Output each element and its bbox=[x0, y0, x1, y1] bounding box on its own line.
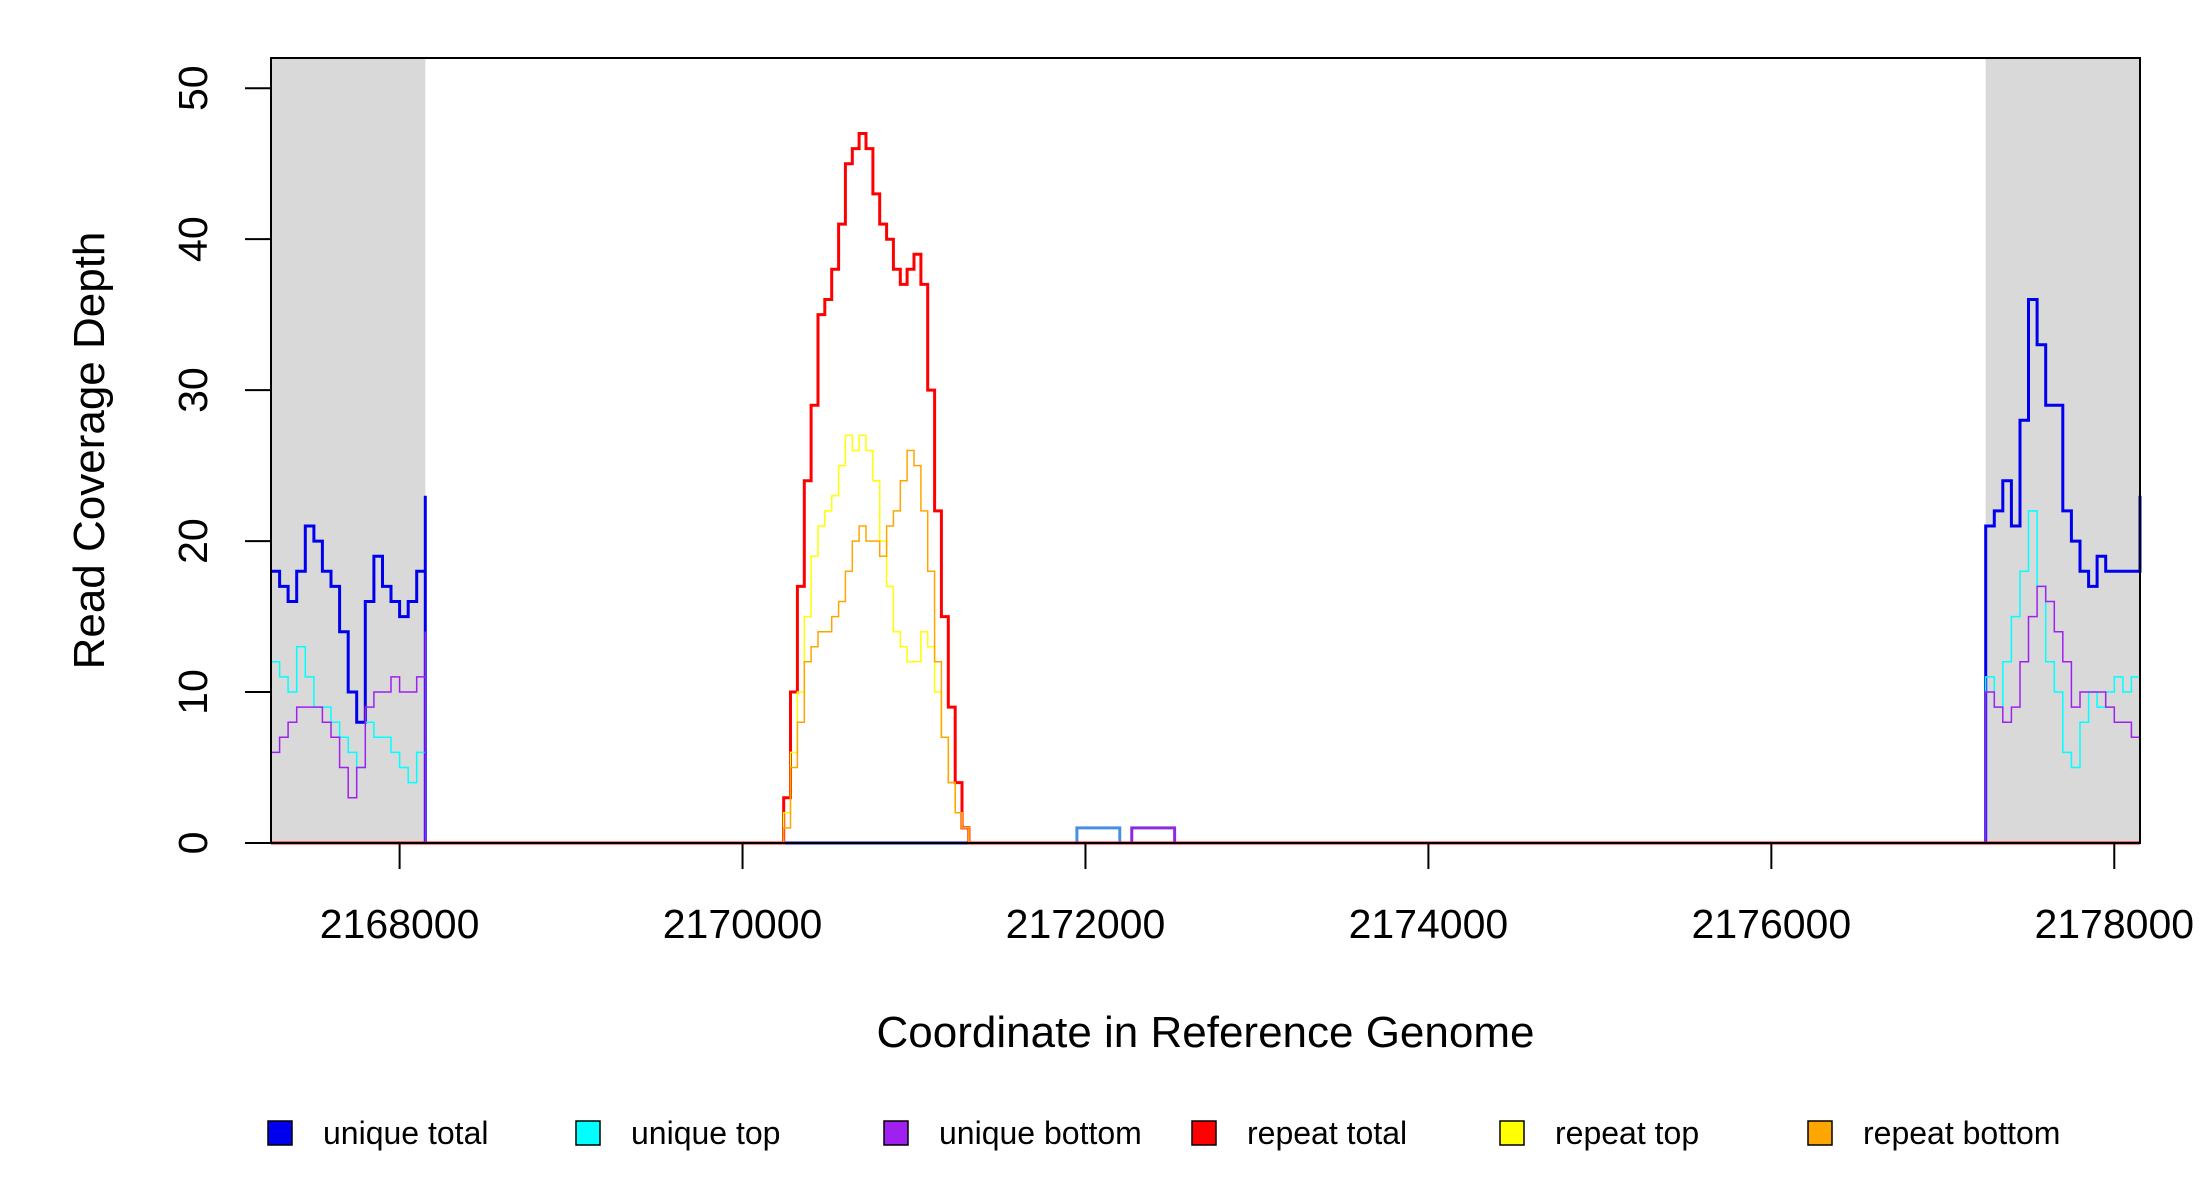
legend-swatch bbox=[1807, 1120, 1833, 1146]
interval-box-1 bbox=[1075, 826, 1122, 845]
y-axis: 0 10 20 30 40 50 bbox=[170, 65, 272, 855]
small-interval-boxes bbox=[1075, 826, 1177, 845]
legend-swatch bbox=[883, 1120, 909, 1146]
shaded-region-1 bbox=[271, 58, 426, 843]
series-line-repeat-bottom bbox=[271, 449, 2140, 844]
y-tick-label: 50 bbox=[170, 65, 216, 111]
legend-label: repeat bottom bbox=[1863, 1115, 2060, 1151]
series-line-repeat-top bbox=[271, 434, 2140, 844]
y-tick-label: 0 bbox=[170, 832, 216, 855]
series-line-unique-bottom bbox=[271, 585, 2141, 844]
series-line-unique-total bbox=[271, 298, 2142, 845]
legend-label: unique bottom bbox=[939, 1115, 1142, 1151]
x-axis: 2168000 2170000 2172000 2174000 2176000 21780… bbox=[320, 842, 2194, 947]
interval-box-2 bbox=[1130, 826, 1177, 845]
legend-label: unique top bbox=[631, 1115, 780, 1151]
legend-label: repeat total bbox=[1247, 1115, 1407, 1151]
x-tick-label: 2168000 bbox=[320, 901, 480, 947]
x-axis-title: Coordinate in Reference Genome bbox=[877, 1008, 1535, 1057]
legend-swatch bbox=[267, 1120, 293, 1146]
y-tick-label: 30 bbox=[170, 367, 216, 413]
x-tick-label: 2170000 bbox=[663, 901, 823, 947]
legend-label: unique total bbox=[323, 1115, 488, 1151]
legend-swatch bbox=[575, 1120, 601, 1146]
legend-label: repeat top bbox=[1555, 1115, 1699, 1151]
x-tick-label: 2172000 bbox=[1006, 901, 1166, 947]
plot-frame bbox=[270, 57, 2141, 844]
y-tick-label: 20 bbox=[170, 518, 216, 564]
shaded-regions bbox=[271, 58, 2140, 843]
x-tick-label: 2174000 bbox=[1349, 901, 1509, 947]
y-tick-label: 40 bbox=[170, 216, 216, 262]
series-line-repeat-total bbox=[271, 132, 2140, 845]
legend-swatch bbox=[1191, 1120, 1217, 1146]
series-lines bbox=[271, 132, 2142, 845]
legend: unique total unique top unique bottom repea… bbox=[267, 1115, 2060, 1151]
y-tick-label: 10 bbox=[170, 669, 216, 715]
legend-swatch bbox=[1499, 1120, 1525, 1146]
series-line-unique-top bbox=[271, 510, 2141, 844]
x-tick-label: 2176000 bbox=[1692, 901, 1852, 947]
x-tick-label: 2178000 bbox=[2034, 901, 2194, 947]
y-axis-title: Read Coverage Depth bbox=[65, 232, 114, 670]
